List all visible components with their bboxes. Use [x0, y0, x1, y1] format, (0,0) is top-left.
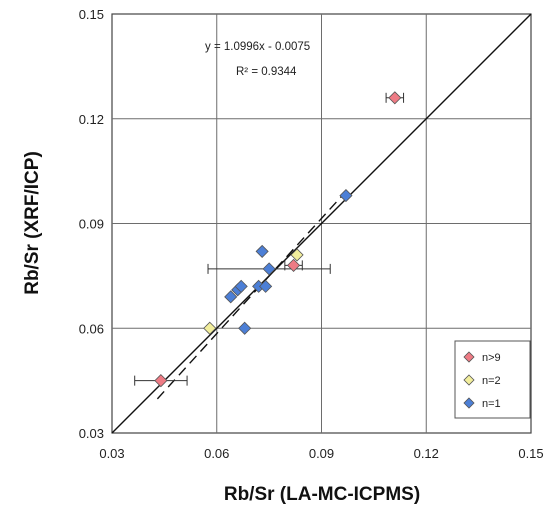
data-point	[259, 279, 273, 293]
r-squared-label: R² = 0.9344	[236, 66, 297, 78]
tick-labels: 0.03 0.06 0.09 0.12 0.15 0.03 0.06 0.09 0.12 0.15	[79, 7, 544, 461]
y-axis-title: Rb/Sr (XRF/ICP)	[22, 151, 43, 295]
y-tick-label: 0.12	[79, 112, 104, 127]
legend-marker	[463, 351, 475, 363]
legend-label: n>9	[482, 352, 501, 364]
data-point	[388, 91, 402, 105]
data-point	[339, 189, 353, 203]
data-point	[238, 321, 252, 335]
data-point	[255, 244, 269, 258]
legend-label: n=2	[482, 375, 501, 387]
regression-line	[156, 191, 347, 400]
y-tick-label: 0.03	[79, 426, 104, 441]
y-tick-label: 0.09	[79, 217, 104, 232]
data-point	[224, 290, 238, 304]
x-tick-label: 0.09	[309, 446, 334, 461]
x-tick-label: 0.03	[99, 446, 124, 461]
legend-marker	[463, 397, 475, 409]
data-points	[154, 91, 402, 388]
data-point	[287, 258, 301, 272]
legend-marker	[463, 374, 475, 386]
x-tick-label: 0.06	[204, 446, 229, 461]
data-point	[262, 262, 276, 276]
legend-label: n=1	[482, 398, 501, 410]
x-tick-label: 0.15	[518, 446, 543, 461]
x-axis-title: Rb/Sr (LA-MC-ICPMS)	[224, 484, 420, 505]
legend: n>9 n=2 n=1	[454, 340, 531, 419]
one-to-one-line	[111, 13, 532, 434]
data-point	[154, 374, 168, 388]
y-tick-label: 0.15	[79, 7, 104, 22]
trend-lines	[111, 13, 532, 434]
regression-equation: y = 1.0996x - 0.0075	[205, 41, 310, 53]
data-point	[234, 279, 248, 293]
x-tick-label: 0.12	[414, 446, 439, 461]
data-point	[203, 321, 217, 335]
y-tick-label: 0.06	[79, 321, 104, 336]
data-point	[290, 248, 304, 262]
